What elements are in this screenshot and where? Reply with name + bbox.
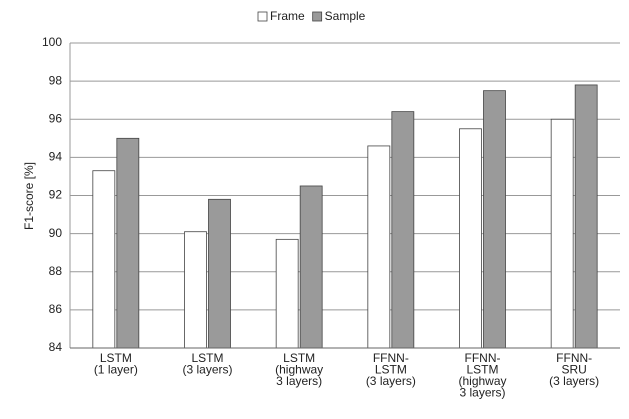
bar [92,170,116,349]
y-tick-label: 94 [49,150,63,164]
x-tick-label: 3 layers) [276,374,322,388]
legend-swatch [257,11,268,22]
y-tick-label: 86 [49,302,63,316]
x-tick-label: (1 layer) [94,363,138,377]
x-tick-label: FFNN- [373,351,409,365]
y-tick-label: 88 [49,264,63,278]
y-tick-label: 92 [49,188,63,202]
x-tick-label: SRU [561,363,586,377]
bar [184,231,207,349]
x-tick-label: LSTM [466,363,498,377]
x-tick-label: LSTM [375,363,407,377]
x-tick-label: LSTM [283,351,315,365]
bar [550,118,574,349]
x-tick-label: (3 layers) [182,363,232,377]
legend-label: Sample [325,9,366,23]
x-tick-label: LSTM [100,351,132,365]
y-tick-label: 96 [49,111,63,125]
bar [208,198,231,349]
x-tick-label: FFNN- [556,351,592,365]
bar [574,84,598,349]
x-tick-label: FFNN- [465,351,501,365]
bar [483,90,506,349]
y-tick-label: 90 [49,226,63,240]
y-tick-label: 100 [42,35,62,49]
bar [459,128,482,349]
x-tick-label: (highway [275,363,323,377]
legend-swatch [312,11,323,22]
bar [391,111,415,349]
y-tick-label: 84 [49,340,63,354]
bar [367,145,391,349]
bar [116,137,140,349]
y-axis-label: F1-score [%] [22,162,36,230]
bar [275,238,299,349]
x-tick-label: LSTM [191,351,223,365]
legend-label: Frame [270,9,305,23]
x-tick-label: (3 layers) [366,374,416,388]
x-tick-label: 3 layers) [459,386,505,400]
y-tick-label: 98 [49,73,63,87]
bar [299,185,323,349]
x-tick-label: (3 layers) [549,374,599,388]
x-tick-label: (highway [458,374,506,388]
